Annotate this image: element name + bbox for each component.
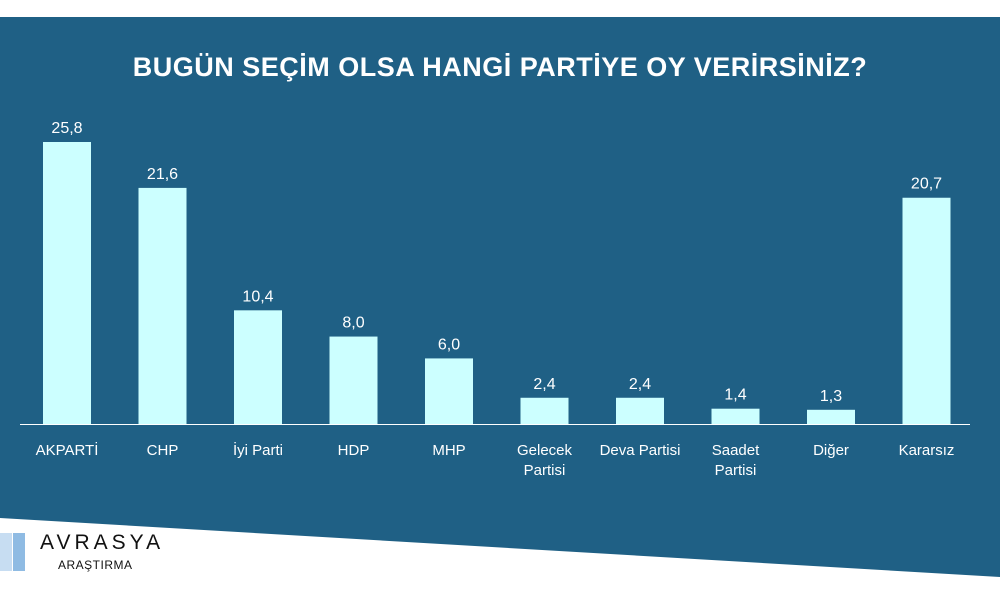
- bar: [520, 397, 569, 424]
- bar: [329, 336, 378, 424]
- bar: [807, 409, 855, 424]
- data-label: 6,0: [438, 336, 460, 353]
- x-tick-label: Deva Partisi: [600, 442, 681, 459]
- data-label: 21,6: [147, 166, 178, 183]
- x-tick-label: HDP: [338, 442, 370, 459]
- x-tick-label: Kararsız: [899, 442, 955, 459]
- x-tick-label: İyi Parti: [233, 441, 283, 459]
- bar: [425, 358, 473, 424]
- logo-name: AVRASYA: [40, 531, 165, 554]
- bar: [902, 197, 951, 424]
- avrasya-logo: AVRASYA ARAŞTIRMA: [0, 527, 200, 587]
- bar: [234, 310, 282, 424]
- data-label: 2,4: [629, 376, 651, 393]
- data-label: 25,8: [51, 120, 82, 137]
- chart-title: BUGÜN SEÇİM OLSA HANGİ PARTİYE OY VERİRS…: [132, 52, 868, 82]
- x-tick-label: MHP: [432, 442, 465, 459]
- x-tick-label: AKPARTİ: [36, 441, 99, 459]
- data-label: 8,0: [342, 315, 364, 332]
- x-tick-label: Gelecek: [517, 442, 573, 459]
- data-label: 1,4: [724, 387, 746, 404]
- data-label: 10,4: [242, 288, 273, 305]
- bar: [138, 187, 187, 424]
- x-tick-label: Diğer: [813, 442, 849, 459]
- data-label: 20,7: [911, 176, 942, 193]
- data-label: 1,3: [820, 388, 842, 405]
- data-label: 2,4: [533, 376, 555, 393]
- x-tick-label: CHP: [147, 442, 179, 459]
- logo-mark-light: [0, 533, 12, 571]
- logo-mark-dark: [13, 533, 25, 571]
- bar: [616, 397, 664, 424]
- x-tick-label: Partisi: [524, 462, 566, 479]
- bar: [43, 142, 91, 424]
- logo-subtitle: ARAŞTIRMA: [58, 558, 133, 572]
- x-tick-label: Saadet: [712, 442, 760, 459]
- blue-panel: [0, 17, 1000, 577]
- x-tick-label: Partisi: [715, 462, 757, 479]
- bar: [711, 408, 760, 424]
